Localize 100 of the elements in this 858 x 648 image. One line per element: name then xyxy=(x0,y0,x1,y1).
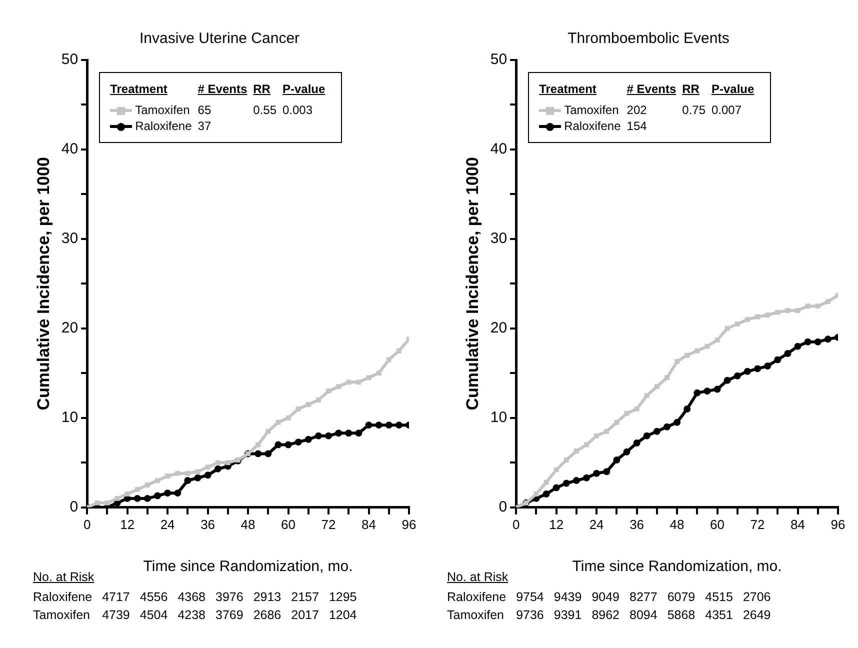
point xyxy=(284,441,292,448)
point xyxy=(215,460,220,466)
point xyxy=(366,375,372,380)
point xyxy=(734,372,741,380)
point xyxy=(684,405,691,412)
point xyxy=(574,448,579,454)
point xyxy=(694,348,700,354)
point xyxy=(663,423,670,430)
point xyxy=(644,393,650,398)
annotation: RR xyxy=(682,81,700,98)
annotation: 0.003 xyxy=(282,102,314,118)
point xyxy=(225,460,230,466)
point xyxy=(603,468,610,476)
point xyxy=(114,496,120,501)
point xyxy=(185,470,190,476)
point xyxy=(674,359,680,364)
x-tick-label: 72 xyxy=(750,516,765,532)
legend-label: Raloxifene xyxy=(563,118,622,134)
point xyxy=(804,338,812,346)
y-tick-label: 30 xyxy=(490,230,508,248)
annotation: 0.75 xyxy=(682,102,706,118)
point xyxy=(214,465,222,472)
point xyxy=(794,342,802,350)
point xyxy=(376,370,382,376)
point xyxy=(623,448,630,456)
x-axis-title: Time since Randomization, mo. xyxy=(143,558,353,576)
x-tick-label: 84 xyxy=(362,516,376,532)
y-tick-label: 50 xyxy=(490,51,508,68)
x-tick-label: 24 xyxy=(589,516,604,532)
x-tick-label: 12 xyxy=(549,516,564,532)
legend-label: Tamoxifen xyxy=(134,102,191,118)
point xyxy=(614,420,620,425)
y-axis-title: Cumulative Incidence, per 1000 xyxy=(462,157,482,410)
y-tick-label: 0 xyxy=(70,498,78,516)
point xyxy=(774,356,782,364)
x-tick-label: 72 xyxy=(321,516,336,532)
legend-title: Treatment xyxy=(539,81,598,98)
point xyxy=(256,442,261,448)
point xyxy=(724,326,730,331)
x-tick-label: 60 xyxy=(710,516,725,532)
point xyxy=(264,450,272,458)
chart-title: Invasive Uterine Cancer xyxy=(139,30,300,48)
chart-title: Thromboembolic Events xyxy=(568,30,730,48)
point xyxy=(562,480,570,487)
point xyxy=(552,484,560,492)
annotation: 154 xyxy=(626,118,648,134)
point xyxy=(365,422,372,429)
point xyxy=(325,432,332,440)
point xyxy=(276,420,281,425)
point xyxy=(724,376,731,384)
y-axis-title: Cumulative Incidence, per 1000 xyxy=(34,157,53,410)
y-tick-label: 20 xyxy=(490,320,508,337)
text: Raloxifene 9754 9439 9049 8277 6079 4515 2706 xyxy=(447,589,772,606)
point xyxy=(765,312,770,318)
point xyxy=(754,365,762,372)
point xyxy=(316,398,321,402)
point xyxy=(385,422,392,429)
point xyxy=(734,321,740,326)
text: Tamoxifen 4739 4504 4238 3769 2686 2017 1204 xyxy=(33,607,358,624)
point xyxy=(674,418,681,426)
point xyxy=(653,428,660,435)
point xyxy=(604,428,610,434)
point xyxy=(795,308,800,314)
point xyxy=(593,470,600,477)
point xyxy=(154,492,162,500)
x-tick-label: 60 xyxy=(281,516,296,532)
text: No. at Risk xyxy=(447,570,508,584)
x-tick-label: 36 xyxy=(630,516,644,532)
point xyxy=(165,474,170,479)
x-tick-label: 96 xyxy=(402,516,416,532)
point xyxy=(544,480,549,485)
point xyxy=(583,474,590,482)
point xyxy=(144,482,150,488)
point xyxy=(345,430,352,437)
y-tick-label: 10 xyxy=(490,409,508,426)
point xyxy=(346,380,352,385)
point xyxy=(326,388,331,394)
point xyxy=(195,469,200,474)
point xyxy=(134,487,140,492)
point xyxy=(314,432,322,440)
text: Tamoxifen 9736 9391 8962 8094 5868 4351 2649 xyxy=(447,607,772,624)
point xyxy=(396,348,402,354)
annotation: P-value xyxy=(712,81,756,98)
point xyxy=(814,338,822,346)
point xyxy=(805,304,810,309)
point xyxy=(613,456,620,464)
legend-title: Treatment xyxy=(110,81,168,98)
point xyxy=(274,441,282,448)
point xyxy=(155,478,160,484)
annotation: # Events xyxy=(626,81,678,98)
y-tick-label: 40 xyxy=(61,140,78,158)
y-tick-label: 30 xyxy=(61,230,78,248)
point xyxy=(684,352,690,358)
point xyxy=(775,310,780,315)
annotation: 0.007 xyxy=(712,102,743,118)
x-tick-label: 96 xyxy=(830,516,846,532)
point xyxy=(335,430,342,437)
text: Raloxifene 4717 4556 4368 3976 2913 2157 1295 xyxy=(33,589,358,606)
x-tick-label: 84 xyxy=(790,516,805,532)
point xyxy=(286,415,291,420)
